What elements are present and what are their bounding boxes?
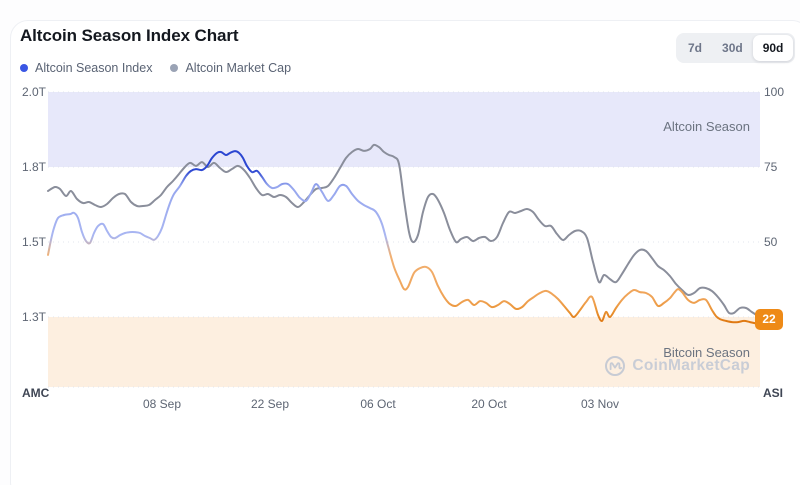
legend-label-amc: Altcoin Market Cap [185,61,292,75]
legend-item-altcoin-season-index[interactable]: Altcoin Season Index [20,61,152,75]
y-axis-right-tick: 50 [764,235,778,249]
range-7d-button[interactable]: 7d [678,35,712,61]
y-axis-left-tick: 1.3T [21,310,46,324]
range-90d-button[interactable]: 90d [752,35,794,61]
x-axis-tick: 22 Sep [250,397,290,411]
bitcoin-season-zone-label: Bitcoin Season [663,345,750,360]
y-axis-right-tick: 100 [764,85,785,99]
x-axis-tick: 06 Oct [360,397,396,411]
blue-dot-icon [20,64,28,72]
left-axis-title: AMC [22,386,50,400]
legend-label-asi: Altcoin Season Index [35,61,153,75]
bitcoin-season-band [48,317,760,387]
chart-legend: Altcoin Season Index Altcoin Market Cap [20,61,291,75]
x-axis-tick: 08 Sep [142,397,182,411]
legend-item-altcoin-market-cap[interactable]: Altcoin Market Cap [170,61,291,75]
page-title: Altcoin Season Index Chart [20,26,239,45]
x-axis-tick: 20 Oct [471,397,507,411]
coinmarketcap-watermark: CoinMarketCap [604,355,750,377]
altcoin-market-cap-line [47,143,759,317]
right-axis-title: ASI [763,386,784,400]
range-30d-button[interactable]: 30d [712,35,753,61]
coinmarketcap-logo-icon [605,356,626,376]
x-axis-tick: 03 Nov [580,397,620,411]
y-axis-left-tick: 1.8T [21,160,46,174]
gray-dot-icon [170,64,179,72]
current-index-badge: 22 [755,309,783,330]
y-axis-left-tick: 2.0T [21,85,46,99]
altcoin-season-zone-label: Altcoin Season [663,119,750,134]
altcoin-season-index-line [47,150,759,325]
watermark-text: CoinMarketCap [632,357,750,374]
range-switcher: 7d 30d 90d [676,33,796,63]
y-axis-left-tick: 1.5T [21,235,46,249]
y-axis-right-tick: 75 [764,160,778,174]
altcoin-season-band [48,92,760,167]
